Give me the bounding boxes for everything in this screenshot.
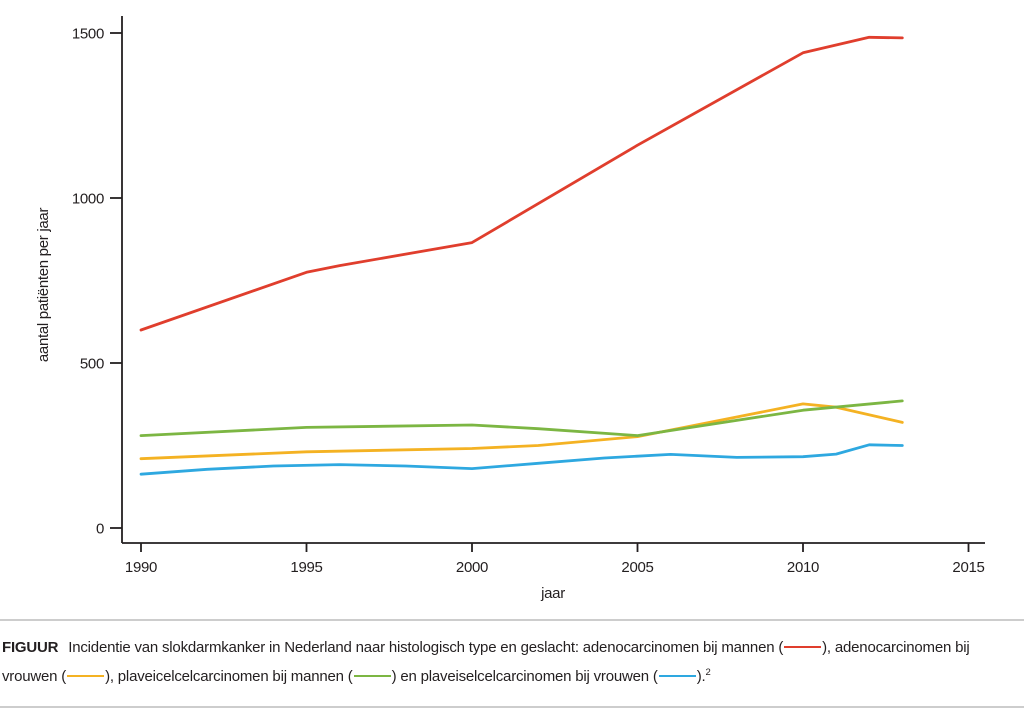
caption-text: ), adenocarcinomen bij vrouwen ( <box>2 639 970 685</box>
y-tick-label: 1000 <box>72 191 104 208</box>
x-tick-label: 1995 <box>290 559 322 576</box>
series-line-plaveicelcelcarcinomen-bij-mannen <box>139 399 904 438</box>
caption-text: ) en plaveiselcelcarcinomen bij vrouwen … <box>391 668 658 685</box>
legend-swatch-plaveiselcelcarcinomen-vrouwen <box>658 675 696 678</box>
caption-label: FIGUUR <box>2 639 63 656</box>
caption-text: 2 <box>705 667 711 678</box>
caption-block: FIGUUR Incidentie van slokdarmkanker in … <box>0 619 1024 708</box>
figure-chart: 0 500 1000 1500 1990 1995 2000 2005 2010 2015 aant… <box>35 16 985 602</box>
x-tick-label: 2015 <box>952 559 984 576</box>
y-axis-title: aantal patiënten per jaar <box>35 208 52 363</box>
x-tick-label: 2010 <box>787 559 819 576</box>
y-tick-label: 500 <box>80 356 104 373</box>
series-line-adenocarcinomen-bij-mannen <box>139 35 904 332</box>
y-tick-label: 0 <box>96 521 104 538</box>
legend-swatch-adenocarcinomen-vrouwen <box>67 675 105 678</box>
x-tick-label: 2005 <box>621 559 653 576</box>
series-line-plaveiselcelcarcinomen-bij-vrouwen <box>139 443 904 476</box>
x-tick-label: 2000 <box>456 559 488 576</box>
legend-swatch-plaveicelcelcarcinomen-mannen <box>353 675 391 678</box>
x-tick-label: 1990 <box>125 559 157 576</box>
caption-text: ). <box>696 668 706 685</box>
legend-swatch-adenocarcinomen-mannen <box>784 646 822 649</box>
caption-text: ), plaveicelcelcarcinomen bij mannen ( <box>105 668 353 685</box>
figure-caption: FIGUUR Incidentie van slokdarmkanker in … <box>2 633 1018 691</box>
x-axis-title: jaar <box>540 585 565 602</box>
caption-text: Incidentie van slokdarmkanker in Nederla… <box>68 639 784 656</box>
line-chart: 0 500 1000 1500 1990 1995 2000 2005 2010 2015 aant… <box>35 16 985 602</box>
y-tick-label: 1500 <box>72 26 104 43</box>
